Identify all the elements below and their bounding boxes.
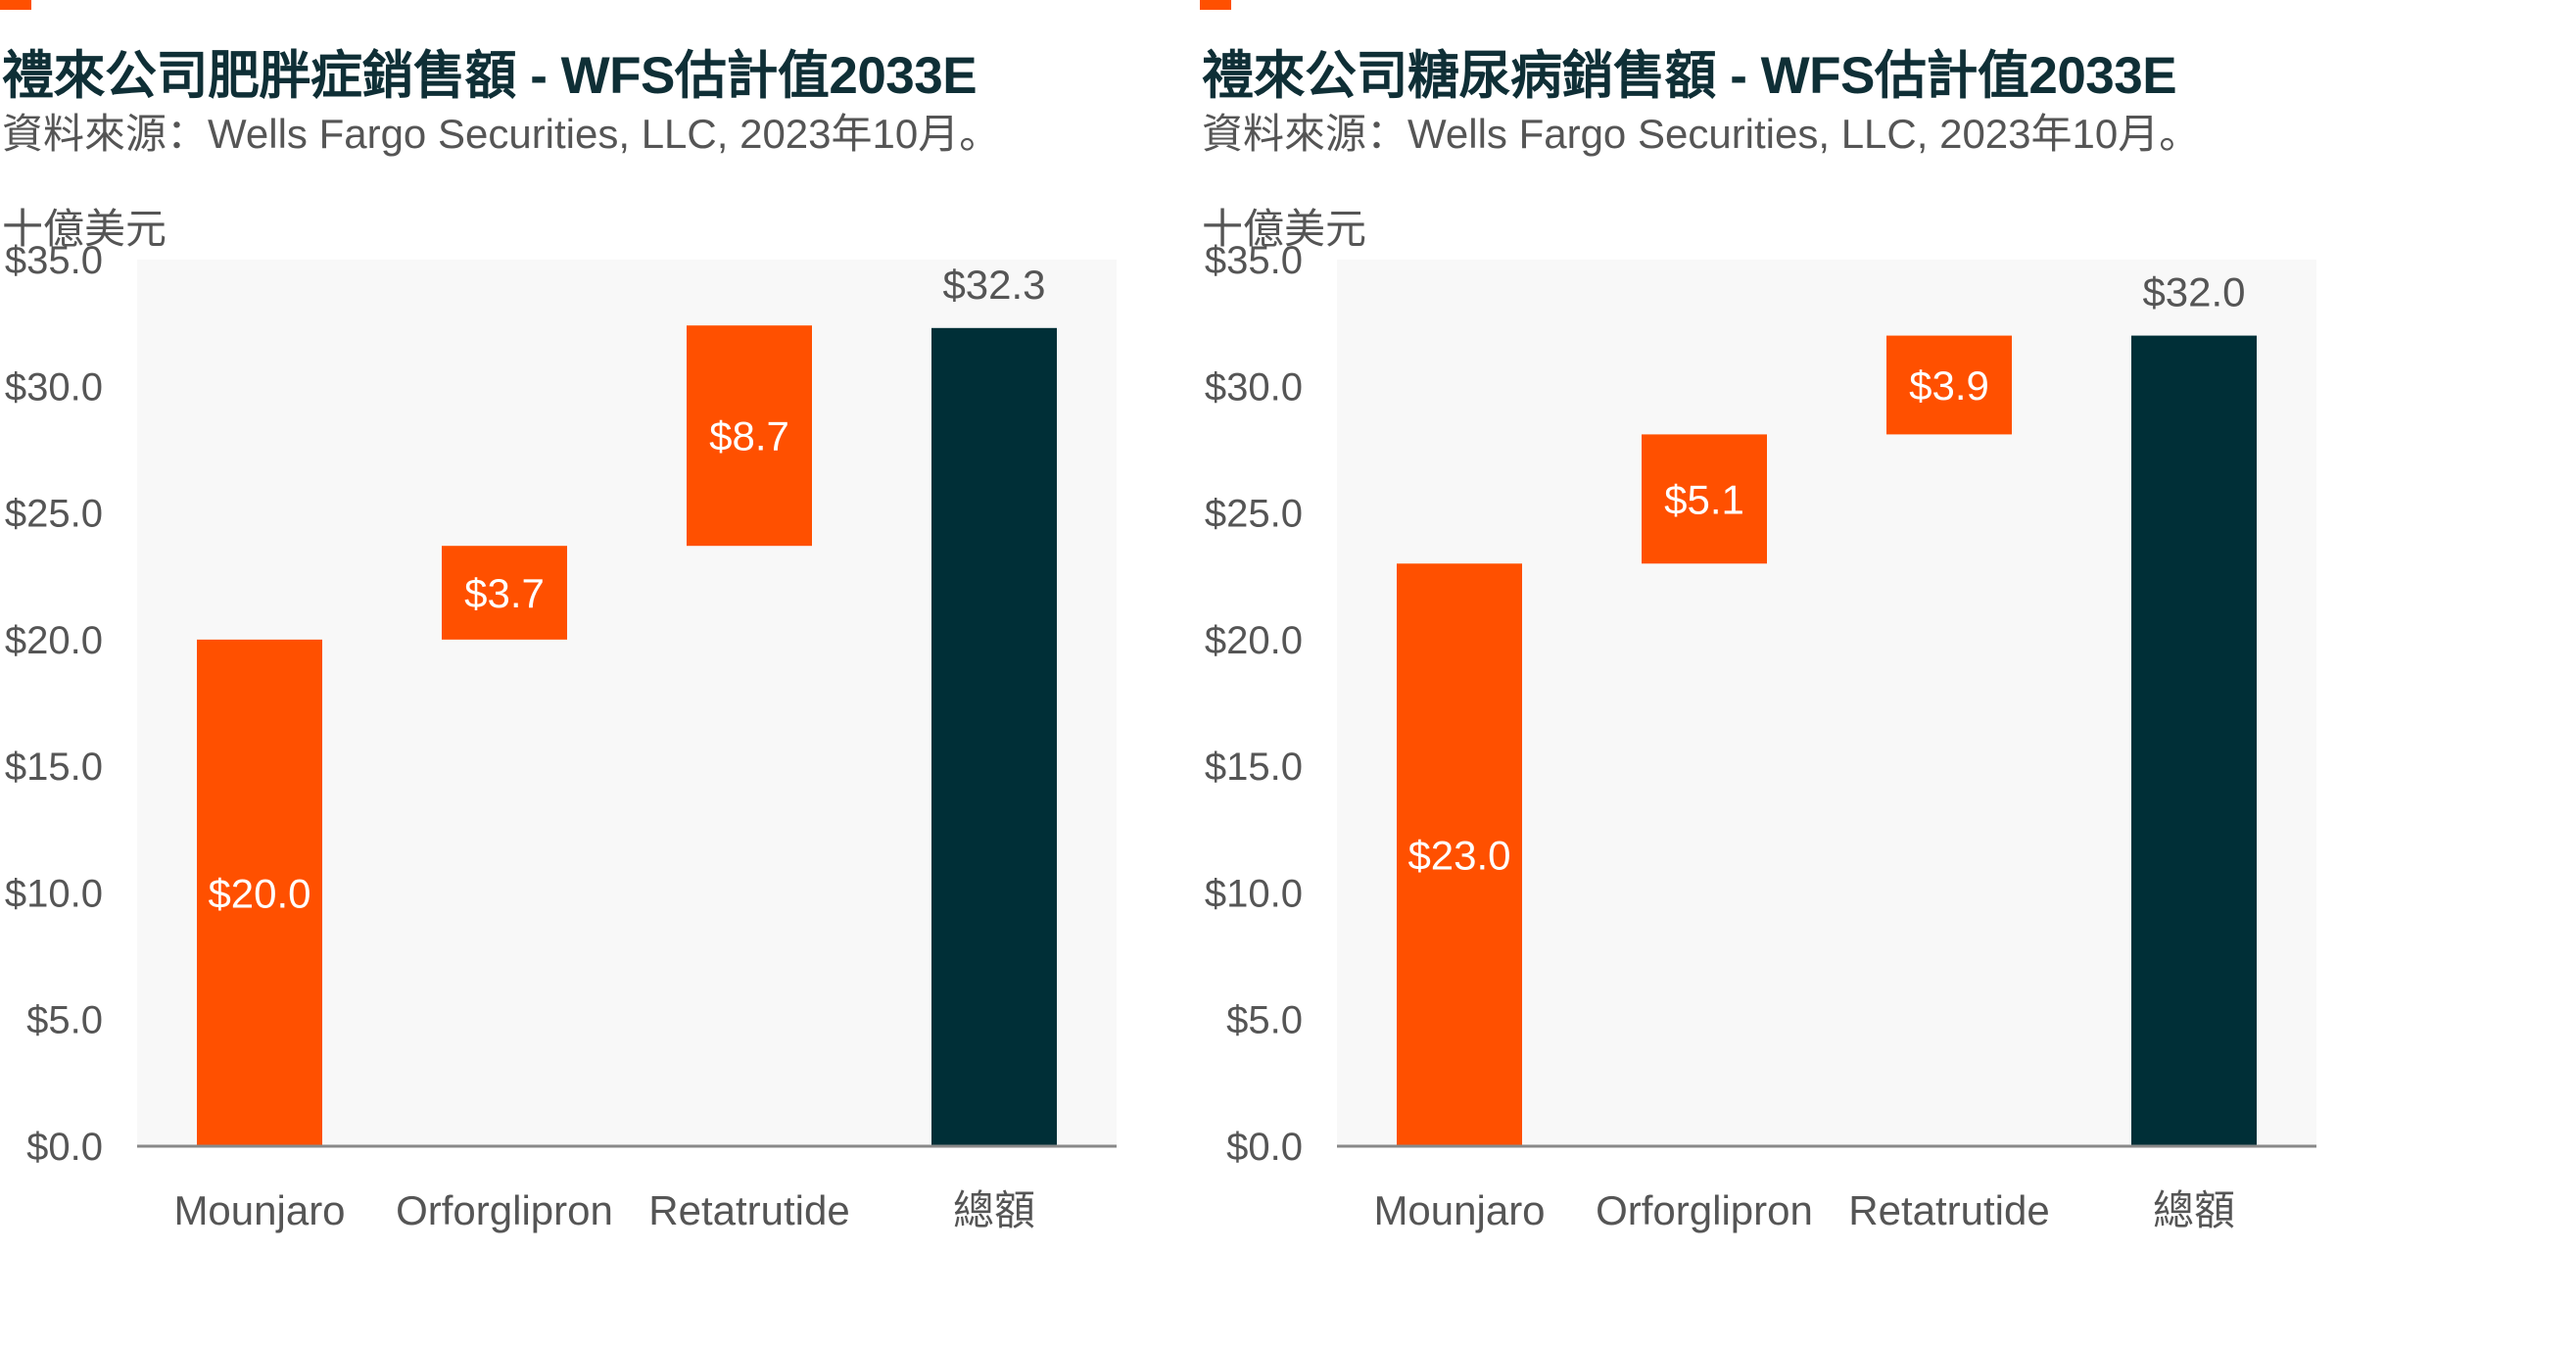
- data-label: $20.0: [208, 870, 310, 916]
- y-tick-label: $20.0: [1205, 619, 1303, 662]
- y-tick-label: $15.0: [5, 746, 103, 789]
- y-tick-label: $20.0: [5, 619, 103, 662]
- x-tick-label: 總額: [2153, 1187, 2235, 1233]
- data-label: $8.7: [709, 413, 789, 459]
- y-tick-label: $5.0: [1226, 999, 1303, 1042]
- accent-mark: [0, 0, 31, 10]
- chart-panel-obesity: 禮來公司肥胖症銷售額 - WFS估計值2033E 資料來源：Wells Farg…: [0, 0, 1175, 1349]
- data-label: $5.1: [1664, 476, 1744, 522]
- chart-title: 禮來公司糖尿病銷售額 - WFS估計值2033E: [1202, 47, 2177, 105]
- y-tick-label: $35.0: [1205, 239, 1303, 282]
- y-tick-label: $30.0: [1205, 365, 1303, 409]
- chart-source: 資料來源：Wells Fargo Securities, LLC, 2023年1…: [2, 111, 1001, 157]
- bar: [2131, 335, 2257, 1146]
- y-axis-unit-label: 十億美元: [1202, 206, 1367, 252]
- y-tick-label: $35.0: [5, 239, 103, 282]
- bar: [687, 325, 812, 547]
- x-tick-label: Orforglipron: [396, 1187, 613, 1233]
- waterfall-chart-obesity: $0.0 $5.0 $10.0 $15.0 $20.0 $25.0 $30.0 $35.0 Mo…: [5, 239, 1117, 1233]
- data-label: $23.0: [1407, 833, 1510, 879]
- bar: [442, 546, 567, 640]
- chart-title: 禮來公司肥胖症銷售額 - WFS估計值2033E: [2, 47, 978, 105]
- data-label: $32.3: [942, 262, 1045, 308]
- y-tick-label: $10.0: [5, 872, 103, 915]
- y-tick-label: $25.0: [1205, 493, 1303, 536]
- chart-panel-diabetes: 禮來公司糖尿病銷售額 - WFS估計值2033E 資料來源：Wells Farg…: [1200, 0, 2375, 1349]
- bar: [931, 327, 1057, 1146]
- x-tick-label: Retatrutide: [1848, 1187, 2049, 1233]
- y-tick-label: $15.0: [1205, 746, 1303, 789]
- x-tick-label: Orforglipron: [1596, 1187, 1813, 1233]
- y-tick-label: $10.0: [1205, 872, 1303, 915]
- y-axis-unit-label: 十億美元: [2, 206, 167, 252]
- y-tick-label: $25.0: [5, 493, 103, 536]
- y-tick-label: $30.0: [5, 365, 103, 409]
- chart-source: 資料來源：Wells Fargo Securities, LLC, 2023年1…: [1202, 111, 2201, 157]
- bar: [1397, 563, 1522, 1146]
- accent-mark: [1200, 0, 1231, 10]
- data-label: $3.7: [464, 570, 545, 616]
- x-tick-label: 總額: [953, 1187, 1035, 1233]
- y-tick-label: $0.0: [26, 1126, 103, 1169]
- waterfall-chart-diabetes: $0.0 $5.0 $10.0 $15.0 $20.0 $25.0 $30.0 $35.0 Mo…: [1205, 239, 2316, 1233]
- data-label: $3.9: [1909, 362, 1989, 409]
- x-tick-label: Mounjaro: [173, 1187, 345, 1233]
- bar: [1886, 335, 2012, 435]
- x-tick-label: Mounjaro: [1373, 1187, 1545, 1233]
- x-tick-label: Retatrutide: [648, 1187, 849, 1233]
- bar: [197, 639, 322, 1146]
- data-label: $32.0: [2142, 269, 2245, 315]
- bar: [1642, 434, 1767, 564]
- y-tick-label: $5.0: [26, 999, 103, 1042]
- y-tick-label: $0.0: [1226, 1126, 1303, 1169]
